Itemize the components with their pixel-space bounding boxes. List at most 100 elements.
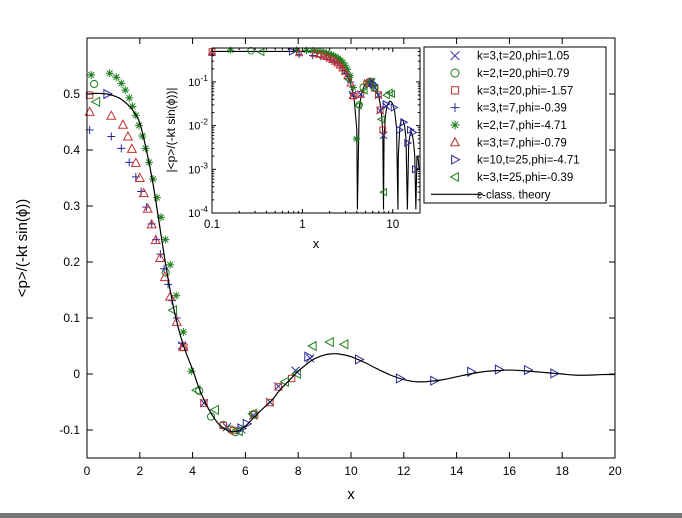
series-marker-tr: [288, 47, 297, 56]
legend-item: k=2,t=20,phi=0.79: [450, 68, 569, 80]
series-marker-t: [146, 218, 157, 229]
series-marker-+: [131, 172, 140, 181]
series-marker-+: [107, 132, 116, 141]
series-marker-*: [156, 213, 165, 222]
series-marker-x: [450, 50, 460, 61]
legend-item-label: ε-class. theory: [477, 189, 551, 201]
inset-y-tick-label: 10-1: [188, 73, 208, 89]
series-marker-tl: [167, 304, 178, 316]
series-marker-s: [379, 126, 387, 134]
main-axes: 0 2 4 6 8 10 12 14 16 18 20 -0.1 0 0.1 0.2 0.3 0.4 0.5: [59, 37, 622, 478]
series-marker-*: [187, 367, 196, 376]
series-marker-tr: [404, 138, 413, 148]
series-marker-*: [149, 175, 157, 184]
series-marker-tl: [291, 368, 301, 380]
series-marker-tr: [400, 117, 409, 127]
inset-background: [212, 48, 420, 213]
series-marker-s: [450, 86, 460, 95]
series-marker-*: [330, 51, 338, 60]
legend-item: k=3,t=7,phi=-0.79: [449, 136, 567, 149]
series-marker-t: [122, 130, 134, 141]
inset-series-tl: [256, 47, 395, 197]
legend-item-label: k=10,t=25,phi=-4.71: [477, 155, 580, 167]
series-marker-t: [346, 78, 355, 87]
series-marker-tl: [359, 86, 368, 95]
series-marker-*: [450, 120, 460, 130]
series-marker-+: [125, 158, 134, 167]
legend-item: k=2,t=7,phi=-4.71: [450, 120, 567, 132]
series-marker-o: [90, 79, 99, 89]
series-marker-+: [147, 219, 156, 228]
inset-y-tick-exponent: -3: [200, 160, 208, 170]
series-marker-tr: [412, 165, 420, 174]
series-marker-t: [315, 49, 324, 58]
series-marker-tr: [354, 354, 365, 365]
series-marker-s: [85, 91, 94, 99]
series-marker-o: [450, 68, 460, 78]
series-marker-tl: [90, 96, 101, 108]
series-marker-o: [226, 425, 235, 434]
series-marker-tr: [451, 154, 461, 165]
series-marker-*: [352, 135, 360, 143]
series-marker-*: [87, 70, 96, 79]
legend-item: k=3,t=7,phi=-0.39: [450, 103, 567, 115]
series-marker-tr: [409, 128, 418, 137]
series-marker-tr: [494, 364, 505, 375]
x-tick-label: 6: [242, 464, 249, 478]
series-marker-s: [229, 426, 238, 435]
series-marker-*: [125, 93, 134, 102]
series-marker-*: [179, 328, 188, 336]
series-marker-tl: [353, 101, 362, 110]
series-marker-*: [317, 48, 325, 56]
series-marker-+: [117, 144, 126, 153]
series-marker-t: [117, 119, 129, 129]
series-marker-t: [142, 203, 153, 213]
series-marker-*: [327, 50, 336, 59]
series-marker-tl: [376, 115, 385, 124]
series-marker-tl: [247, 408, 257, 419]
main-ylabel: <p>/(-kt sin(ϕ)): [14, 199, 31, 297]
series-marker-*: [121, 86, 130, 95]
series-marker-tr: [396, 125, 405, 135]
main-xlabel: x: [347, 486, 355, 503]
series-marker-t: [340, 66, 350, 75]
inset-y-tick-label: 10-2: [188, 117, 208, 133]
legend-item-label: k=3,t=7,phi=-0.79: [477, 137, 567, 149]
series-marker-tr: [242, 418, 253, 430]
series-marker-t: [159, 271, 171, 282]
x-tick-label: 10: [344, 464, 358, 478]
x-tick-label: 12: [397, 464, 411, 478]
series-marker-tl: [256, 47, 265, 57]
series-marker-*: [128, 102, 137, 111]
series-marker-t: [154, 252, 166, 263]
series-marker-s: [250, 411, 259, 419]
series-marker-*: [135, 121, 144, 130]
series-marker-tr: [304, 351, 314, 362]
inset-xlabel: x: [313, 236, 320, 251]
inset-y-tick-exponent: -2: [200, 117, 208, 127]
inset-y-tick-label: 10-4: [188, 204, 208, 220]
series-marker-tl: [379, 187, 387, 197]
series-marker-tl: [387, 89, 395, 99]
series-marker-t: [171, 316, 182, 326]
series-marker-t: [310, 49, 319, 57]
main-plot-area: [84, 69, 616, 437]
series-marker-*: [313, 47, 321, 55]
x-tick-label: 16: [503, 464, 517, 478]
legend-item: k=3,t=20,phi=-1.57: [450, 85, 573, 97]
series-marker-*: [161, 235, 170, 244]
series-marker-t: [138, 187, 149, 198]
y-tick-label: 0.3: [63, 199, 80, 213]
y-tick-label: 0.5: [63, 87, 80, 101]
legend-item-label: k=2,t=20,phi=0.79: [477, 68, 569, 80]
y-tick-label: 0: [73, 367, 80, 381]
series-marker-tr: [395, 373, 406, 384]
series-marker-t: [150, 234, 161, 245]
inset-x-tick-label: 0.1: [204, 219, 220, 231]
x-tick-label: 8: [295, 464, 302, 478]
series-marker-+: [450, 103, 460, 113]
legend-item-label: k=2,t=7,phi=-4.71: [477, 120, 567, 132]
y-tick-label: 0.1: [63, 311, 80, 325]
x-tick-label: 20: [608, 464, 622, 478]
x-tick-label: 18: [556, 464, 570, 478]
